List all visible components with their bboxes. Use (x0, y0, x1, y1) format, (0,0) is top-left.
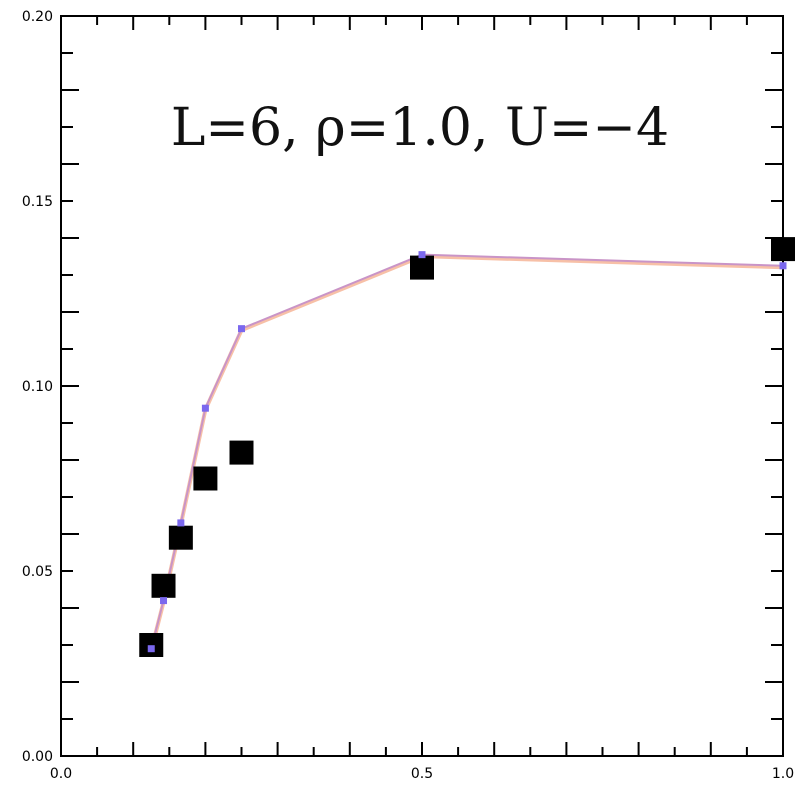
plot-frame (60, 15, 784, 757)
fit-point (238, 325, 245, 333)
fit-series-markers (147, 251, 787, 653)
y-tick-labels: 0.00 0.05 0.10 0.15 0.20 (22, 9, 53, 765)
fit-point (779, 262, 787, 270)
data-series-squares (139, 237, 795, 657)
y-tick-label: 0.05 (22, 564, 53, 580)
fit-point (147, 645, 155, 653)
fit-point (177, 519, 185, 527)
x-tick-label: 0.5 (411, 766, 433, 782)
data-point (229, 440, 254, 465)
data-point (168, 525, 193, 550)
x-tick-label: 1.0 (772, 766, 794, 782)
chart-title: L=6, ρ=1.0, U=−4 (171, 98, 669, 158)
x-tick-label: 0.0 (50, 766, 72, 782)
fit-point (201, 404, 209, 412)
y-tick-label: 0.00 (22, 749, 53, 765)
y-tick-label: 0.20 (22, 9, 53, 25)
y-tick-label: 0.10 (22, 379, 53, 395)
fit-point (418, 251, 426, 259)
plot-border (60, 15, 784, 757)
fit-point (160, 597, 168, 605)
minor-ticks (61, 16, 783, 756)
data-point (410, 255, 434, 280)
y-tick-label: 0.15 (22, 194, 53, 210)
data-point (151, 573, 176, 598)
data-point (139, 633, 164, 657)
data-point (771, 237, 795, 262)
data-point (193, 466, 218, 491)
x-tick-labels: 0.0 0.5 1.0 (50, 766, 794, 782)
